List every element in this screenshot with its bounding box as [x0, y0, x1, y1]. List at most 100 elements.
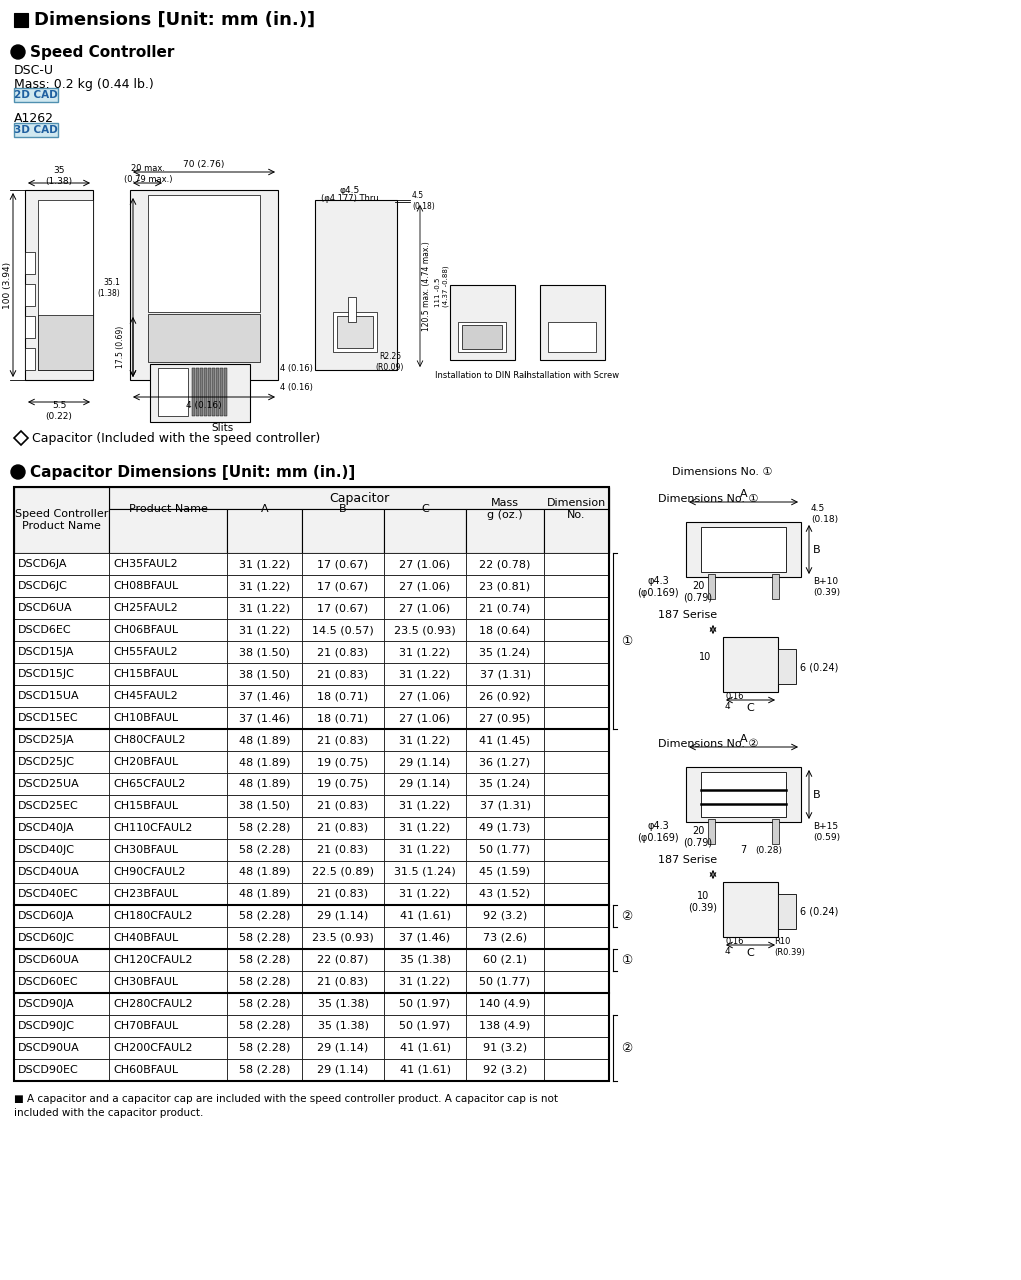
- Text: CH40BFAUL: CH40BFAUL: [113, 933, 179, 943]
- Bar: [109, 927, 227, 948]
- Bar: [540, 285, 605, 360]
- Bar: [148, 314, 260, 362]
- Text: CH06BFAUL: CH06BFAUL: [113, 625, 178, 635]
- Bar: [544, 838, 609, 861]
- Text: 18 (0.71): 18 (0.71): [318, 691, 369, 701]
- Text: 29 (1.14): 29 (1.14): [399, 756, 450, 767]
- Bar: [302, 1059, 384, 1082]
- Text: DSCD15JC: DSCD15JC: [18, 669, 75, 678]
- Bar: [466, 509, 544, 553]
- Text: CH90CFAUL2: CH90CFAUL2: [113, 867, 186, 877]
- Text: Mass
g (oz.): Mass g (oz.): [487, 498, 523, 520]
- Bar: [109, 641, 227, 663]
- Bar: [14, 773, 609, 795]
- Text: 45 (1.59): 45 (1.59): [480, 867, 531, 877]
- Text: CH55FAUL2: CH55FAUL2: [113, 646, 178, 657]
- Text: 27 (1.06): 27 (1.06): [399, 559, 450, 570]
- Text: (0.28): (0.28): [756, 846, 782, 855]
- Bar: [109, 685, 227, 707]
- Bar: [227, 553, 302, 575]
- Bar: [302, 927, 384, 948]
- Bar: [14, 553, 109, 575]
- Text: 58 (2.28): 58 (2.28): [239, 911, 290, 922]
- Text: DSCD6JC: DSCD6JC: [18, 581, 67, 591]
- Text: R2.25
(R0.09): R2.25 (R0.09): [376, 352, 404, 371]
- Bar: [14, 972, 109, 993]
- Bar: [302, 663, 384, 685]
- Text: CH280CFAUL2: CH280CFAUL2: [113, 998, 193, 1009]
- Bar: [14, 685, 109, 707]
- Text: 27 (0.95): 27 (0.95): [480, 713, 531, 723]
- Text: 58 (2.28): 58 (2.28): [239, 1065, 290, 1075]
- Text: 49 (1.73): 49 (1.73): [480, 823, 531, 833]
- Bar: [544, 509, 609, 553]
- Bar: [466, 620, 544, 641]
- Bar: [227, 596, 302, 620]
- Bar: [466, 730, 544, 751]
- Bar: [14, 596, 109, 620]
- Bar: [109, 509, 227, 553]
- Bar: [466, 883, 544, 905]
- Text: R10
(R0.39): R10 (R0.39): [774, 937, 805, 956]
- Text: 31 (1.22): 31 (1.22): [239, 559, 290, 570]
- Bar: [14, 663, 109, 685]
- Bar: [466, 993, 544, 1015]
- Text: 91 (3.2): 91 (3.2): [483, 1043, 527, 1053]
- Bar: [14, 707, 109, 730]
- Text: 29 (1.14): 29 (1.14): [318, 1043, 369, 1053]
- Bar: [302, 795, 384, 817]
- Bar: [109, 993, 227, 1015]
- Text: 31 (1.22): 31 (1.22): [399, 890, 450, 899]
- Text: 100 (3.94): 100 (3.94): [3, 261, 12, 308]
- Bar: [25, 252, 35, 274]
- Bar: [302, 685, 384, 707]
- Bar: [14, 972, 609, 993]
- Bar: [544, 817, 609, 838]
- Bar: [544, 553, 609, 575]
- Text: Capacitor Dimensions [Unit: mm (in.)]: Capacitor Dimensions [Unit: mm (in.)]: [30, 465, 355, 480]
- Bar: [302, 509, 384, 553]
- Text: CH70BFAUL: CH70BFAUL: [113, 1021, 179, 1030]
- Bar: [227, 773, 302, 795]
- Text: DSCD25EC: DSCD25EC: [18, 801, 79, 812]
- Bar: [384, 751, 466, 773]
- Text: 31 (1.22): 31 (1.22): [239, 581, 290, 591]
- Text: 6 (0.24): 6 (0.24): [800, 662, 838, 672]
- Bar: [544, 730, 609, 751]
- Text: ①: ①: [621, 635, 632, 648]
- Bar: [315, 200, 397, 370]
- Text: Speed Controller
Product Name: Speed Controller Product Name: [15, 509, 108, 531]
- Bar: [384, 641, 466, 663]
- Bar: [384, 553, 466, 575]
- Bar: [14, 596, 609, 620]
- Text: 19 (0.75): 19 (0.75): [318, 756, 369, 767]
- Text: 48 (1.89): 48 (1.89): [239, 867, 290, 877]
- Text: CH25FAUL2: CH25FAUL2: [113, 603, 178, 613]
- Bar: [466, 1015, 544, 1037]
- Bar: [466, 861, 544, 883]
- Text: Speed Controller: Speed Controller: [30, 45, 175, 59]
- Bar: [14, 751, 109, 773]
- Text: 4: 4: [725, 701, 731, 710]
- Bar: [723, 637, 778, 692]
- Bar: [14, 1015, 609, 1037]
- Bar: [212, 369, 214, 416]
- Bar: [384, 575, 466, 596]
- Text: Dimension
No.: Dimension No.: [547, 498, 606, 520]
- Text: 48 (1.89): 48 (1.89): [239, 780, 290, 788]
- Bar: [109, 795, 227, 817]
- Bar: [25, 316, 35, 338]
- Bar: [302, 948, 384, 972]
- Text: 7: 7: [740, 845, 746, 855]
- Bar: [302, 905, 384, 927]
- Text: DSCD6JA: DSCD6JA: [18, 559, 67, 570]
- Bar: [302, 596, 384, 620]
- Bar: [158, 369, 188, 416]
- Bar: [227, 575, 302, 596]
- Text: CH110CFAUL2: CH110CFAUL2: [113, 823, 192, 833]
- Bar: [14, 838, 609, 861]
- Text: Capacitor (Included with the speed controller): Capacitor (Included with the speed contr…: [32, 431, 321, 444]
- Text: 41 (1.61): 41 (1.61): [399, 1065, 450, 1075]
- Bar: [220, 369, 223, 416]
- Bar: [227, 817, 302, 838]
